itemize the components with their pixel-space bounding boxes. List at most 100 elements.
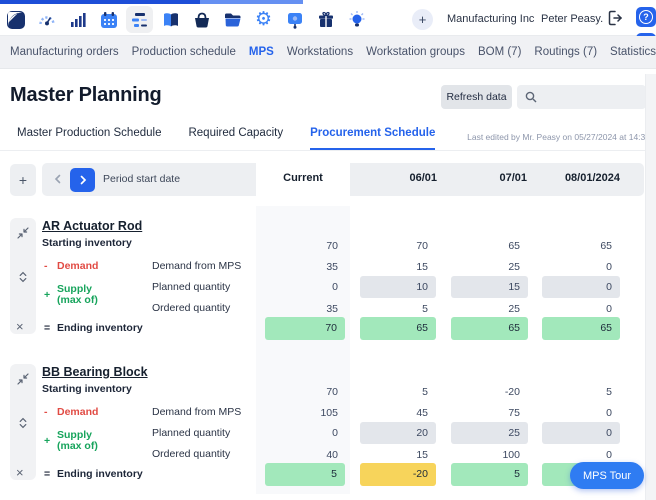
- collapse-icon[interactable]: [17, 226, 29, 239]
- demand-value: 35: [326, 261, 338, 273]
- starting-inventory-label: Starting inventory: [42, 383, 132, 395]
- planned-quantity-input[interactable]: 25: [451, 422, 528, 444]
- starting-value: 65: [600, 240, 612, 252]
- demand-value: 105: [320, 407, 338, 419]
- column-header-current: Current: [283, 172, 323, 184]
- starting-value: 70: [326, 240, 338, 252]
- search-icon: [525, 91, 537, 103]
- demand-value: 75: [508, 407, 520, 419]
- nav-bom[interactable]: BOM (7): [477, 46, 522, 58]
- ordered-value: 100: [502, 449, 520, 461]
- mps-tour-button[interactable]: MPS Tour: [570, 462, 644, 489]
- planned-quantity-label: Planned quantity: [152, 427, 231, 439]
- nav-production-schedule[interactable]: Production schedule: [131, 46, 236, 58]
- planned-quantity-input[interactable]: 20: [360, 422, 436, 444]
- book-icon[interactable]: [157, 6, 184, 33]
- ending-sign: =: [44, 468, 51, 480]
- demand-label: Demand: [57, 406, 99, 418]
- tabs-divider: [0, 150, 656, 151]
- demand-from-mps-label: Demand from MPS: [152, 260, 242, 272]
- gift-icon[interactable]: [312, 6, 339, 33]
- app-logo-icon[interactable]: [2, 6, 29, 33]
- planned-value: 0: [332, 281, 338, 293]
- idea-bulb-icon[interactable]: [343, 6, 370, 33]
- row-controls: ×: [10, 218, 36, 334]
- ending-inventory-label: Ending inventory: [57, 468, 143, 480]
- basket-icon[interactable]: [188, 6, 215, 33]
- nav-workstation-groups[interactable]: Workstation groups: [366, 46, 465, 58]
- logout-icon[interactable]: [606, 9, 624, 27]
- starting-value: 70: [326, 386, 338, 398]
- user-name[interactable]: Peter Peasy.: [541, 13, 604, 25]
- company-name[interactable]: Manufacturing Inc: [447, 13, 535, 25]
- nav-manufacturing-orders[interactable]: Manufacturing orders: [10, 46, 119, 58]
- collapse-icon[interactable]: [17, 372, 29, 385]
- ordered-value: 15: [416, 449, 428, 461]
- supply-sign: +: [44, 435, 51, 447]
- top-toolbar: ⚙ + Manufacturing Inc Peter Peasy.: [0, 0, 656, 36]
- nav-routings[interactable]: Routings (7): [534, 46, 598, 58]
- demand-value: 0: [606, 407, 612, 419]
- nav-mps[interactable]: MPS: [248, 46, 274, 58]
- ending-inventory-label: Ending inventory: [57, 322, 143, 334]
- planned-quantity-input[interactable]: 15: [451, 276, 528, 298]
- starting-value: 70: [416, 240, 428, 252]
- ending-sign: =: [44, 322, 51, 334]
- add-button[interactable]: +: [412, 9, 433, 30]
- product-name-link[interactable]: BB Bearing Block: [42, 365, 148, 379]
- demand-sign: -: [44, 406, 48, 418]
- demand-from-mps-label: Demand from MPS: [152, 406, 242, 418]
- remove-product-icon[interactable]: ×: [16, 319, 24, 334]
- planned-quantity-input[interactable]: 10: [360, 276, 436, 298]
- ending-inventory-cell: 70: [265, 317, 345, 340]
- presentation-icon[interactable]: [281, 6, 308, 33]
- next-period-button[interactable]: [70, 168, 95, 192]
- starting-inventory-label: Starting inventory: [42, 237, 132, 249]
- nav-statistics[interactable]: Statistics: [610, 46, 656, 58]
- planned-quantity-input[interactable]: 0: [542, 276, 620, 298]
- ordered-value: 0: [606, 303, 612, 315]
- schedule-icon[interactable]: [126, 6, 153, 33]
- starting-value: -20: [504, 386, 520, 398]
- column-header-0601: 06/01: [409, 172, 437, 184]
- product-section: × BB Bearing Block Starting inventory 70…: [0, 361, 656, 500]
- period-start-date-label: Period start date: [103, 173, 181, 185]
- starting-value: 65: [508, 240, 520, 252]
- refresh-data-button[interactable]: Refresh data: [441, 85, 512, 109]
- calendar-icon[interactable]: [95, 6, 122, 33]
- page-title: Master Planning: [10, 84, 162, 106]
- ending-inventory-cell: 65: [451, 317, 528, 340]
- ordered-value: 35: [326, 303, 338, 315]
- remove-product-icon[interactable]: ×: [16, 465, 24, 480]
- planned-quantity-input[interactable]: 0: [542, 422, 620, 444]
- gauge-icon[interactable]: [33, 6, 60, 33]
- gear-icon[interactable]: ⚙: [254, 8, 273, 30]
- supply-sign: +: [44, 289, 51, 301]
- product-section: × AR Actuator Rod Starting inventory 70 …: [0, 215, 656, 361]
- tab-required-capacity[interactable]: Required Capacity: [188, 127, 284, 139]
- demand-sign: -: [44, 260, 48, 272]
- demand-value: 25: [508, 261, 520, 273]
- tab-procurement-schedule[interactable]: Procurement Schedule: [310, 127, 436, 150]
- row-controls: ×: [10, 364, 36, 480]
- nav-workstations[interactable]: Workstations: [286, 46, 354, 58]
- loading-bar-segment-light: [200, 0, 303, 4]
- search-box[interactable]: [517, 85, 646, 109]
- column-header-0701: 07/01: [499, 172, 527, 184]
- ending-inventory-cell-negative: -20: [360, 463, 436, 486]
- reorder-icon[interactable]: [17, 270, 29, 283]
- tab-master-production-schedule[interactable]: Master Production Schedule: [17, 127, 162, 139]
- ordered-quantity-label: Ordered quantity: [152, 302, 231, 314]
- search-input[interactable]: [537, 90, 641, 104]
- starting-value: 5: [422, 386, 428, 398]
- supply-note: (max of): [57, 294, 98, 306]
- previous-period-button[interactable]: [50, 171, 66, 187]
- vertical-scrollbar[interactable]: [645, 74, 656, 500]
- ordered-quantity-label: Ordered quantity: [152, 448, 231, 460]
- help-button[interactable]: ?: [636, 7, 656, 27]
- folder-icon[interactable]: [219, 6, 246, 33]
- add-product-button[interactable]: +: [10, 164, 36, 196]
- bar-chart-icon[interactable]: [64, 6, 91, 33]
- reorder-icon[interactable]: [17, 416, 29, 429]
- product-name-link[interactable]: AR Actuator Rod: [42, 219, 143, 233]
